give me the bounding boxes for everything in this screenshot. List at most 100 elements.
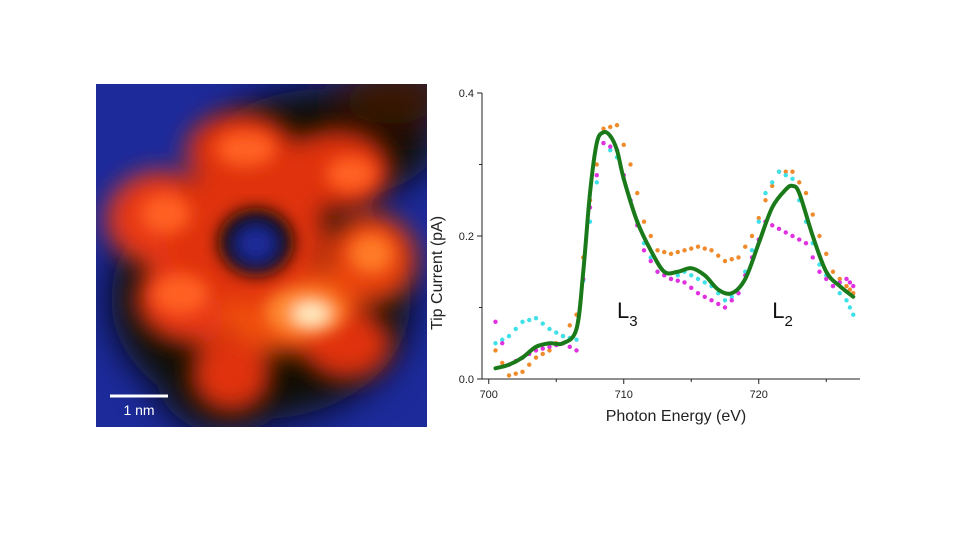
data-point bbox=[770, 183, 775, 189]
data-point bbox=[574, 337, 579, 342]
data-point bbox=[851, 312, 856, 317]
data-points-layer bbox=[493, 122, 856, 378]
fit-line-layer bbox=[493, 129, 856, 371]
data-point bbox=[682, 248, 687, 253]
data-point bbox=[790, 169, 795, 174]
x-tick-label: 710 bbox=[615, 389, 633, 401]
x-axis-title: Photon Energy (eV) bbox=[606, 408, 747, 425]
plot-axes: 700 710 720 0.0 0.2 0.4 bbox=[459, 88, 860, 401]
x-tick-label: 720 bbox=[750, 389, 768, 401]
data-point bbox=[641, 219, 647, 224]
data-point bbox=[675, 249, 680, 255]
stm-center-hole bbox=[218, 208, 294, 276]
data-point bbox=[756, 215, 761, 221]
data-point bbox=[851, 283, 856, 289]
data-point bbox=[716, 253, 721, 258]
data-point bbox=[847, 305, 853, 310]
data-point bbox=[824, 251, 829, 257]
data-point bbox=[847, 287, 853, 292]
data-point bbox=[837, 291, 842, 296]
data-point bbox=[763, 198, 768, 203]
data-point bbox=[641, 248, 647, 253]
data-point bbox=[567, 323, 572, 328]
data-point bbox=[574, 348, 579, 353]
y-axis-title: Tip Current (pA) bbox=[429, 216, 446, 330]
y-tick-label: 0.4 bbox=[459, 88, 474, 100]
data-point bbox=[560, 333, 566, 339]
data-point bbox=[500, 341, 505, 346]
data-point bbox=[547, 326, 552, 332]
data-point bbox=[628, 162, 633, 167]
data-point bbox=[695, 244, 701, 249]
data-point bbox=[533, 316, 539, 321]
data-point bbox=[493, 348, 498, 353]
data-point bbox=[790, 233, 795, 239]
data-point bbox=[722, 258, 728, 264]
data-point bbox=[716, 301, 721, 307]
y-tick-label: 0.2 bbox=[459, 231, 474, 243]
data-point bbox=[554, 330, 559, 335]
xas-spectrum-chart: 700 710 720 0.0 0.2 0.4 L3 L2 Photon Energy (e… bbox=[429, 88, 860, 425]
data-point bbox=[500, 337, 505, 342]
data-point bbox=[797, 237, 802, 242]
data-point bbox=[803, 240, 809, 246]
data-point bbox=[567, 344, 572, 350]
peak-label: L2 bbox=[772, 298, 793, 330]
fit-line bbox=[493, 129, 856, 371]
data-point bbox=[803, 190, 809, 196]
data-point bbox=[749, 248, 755, 253]
data-point bbox=[608, 144, 613, 149]
data-point bbox=[668, 251, 674, 257]
data-point bbox=[729, 257, 734, 262]
data-point bbox=[540, 321, 545, 326]
data-point bbox=[648, 233, 653, 239]
data-point bbox=[506, 333, 512, 339]
data-point bbox=[783, 230, 788, 235]
data-point bbox=[655, 269, 660, 274]
data-point bbox=[770, 223, 775, 228]
data-point bbox=[763, 190, 768, 196]
data-point bbox=[614, 122, 620, 128]
xas-plot-panel: 700 710 720 0.0 0.2 0.4 L3 L2 Photon Energy (e… bbox=[420, 80, 880, 440]
data-point bbox=[830, 283, 836, 289]
data-point bbox=[601, 140, 606, 146]
data-point bbox=[689, 246, 694, 251]
stm-image-panel: 1 nm bbox=[96, 84, 427, 427]
data-point bbox=[837, 276, 842, 282]
y-tick-label: 0.0 bbox=[459, 374, 474, 386]
data-point bbox=[817, 233, 822, 239]
data-point bbox=[608, 148, 613, 153]
data-point bbox=[783, 173, 788, 178]
data-point bbox=[594, 173, 599, 178]
data-point bbox=[513, 326, 518, 332]
data-point bbox=[702, 280, 707, 285]
data-point bbox=[493, 341, 498, 346]
data-point bbox=[847, 280, 853, 285]
stm-bright-spots bbox=[141, 131, 393, 337]
data-point bbox=[695, 276, 701, 282]
data-point bbox=[493, 319, 498, 324]
data-point bbox=[770, 180, 775, 185]
data-point bbox=[608, 124, 613, 130]
data-point bbox=[601, 126, 606, 131]
data-point bbox=[749, 233, 755, 239]
data-point bbox=[675, 278, 680, 283]
data-point bbox=[810, 212, 815, 217]
data-point bbox=[844, 276, 849, 282]
data-point bbox=[520, 319, 525, 324]
data-point bbox=[506, 373, 512, 378]
data-point bbox=[675, 273, 680, 278]
data-point bbox=[540, 351, 545, 357]
data-point bbox=[668, 276, 674, 282]
data-point bbox=[527, 362, 532, 367]
data-point bbox=[817, 269, 822, 274]
data-point bbox=[736, 255, 741, 260]
data-point bbox=[722, 305, 728, 310]
data-point bbox=[689, 285, 694, 291]
data-point bbox=[830, 269, 836, 274]
scale-bar-label: 1 nm bbox=[123, 402, 154, 418]
data-point bbox=[729, 298, 734, 303]
data-point bbox=[635, 190, 640, 196]
data-point bbox=[648, 258, 653, 264]
data-point bbox=[722, 298, 728, 303]
